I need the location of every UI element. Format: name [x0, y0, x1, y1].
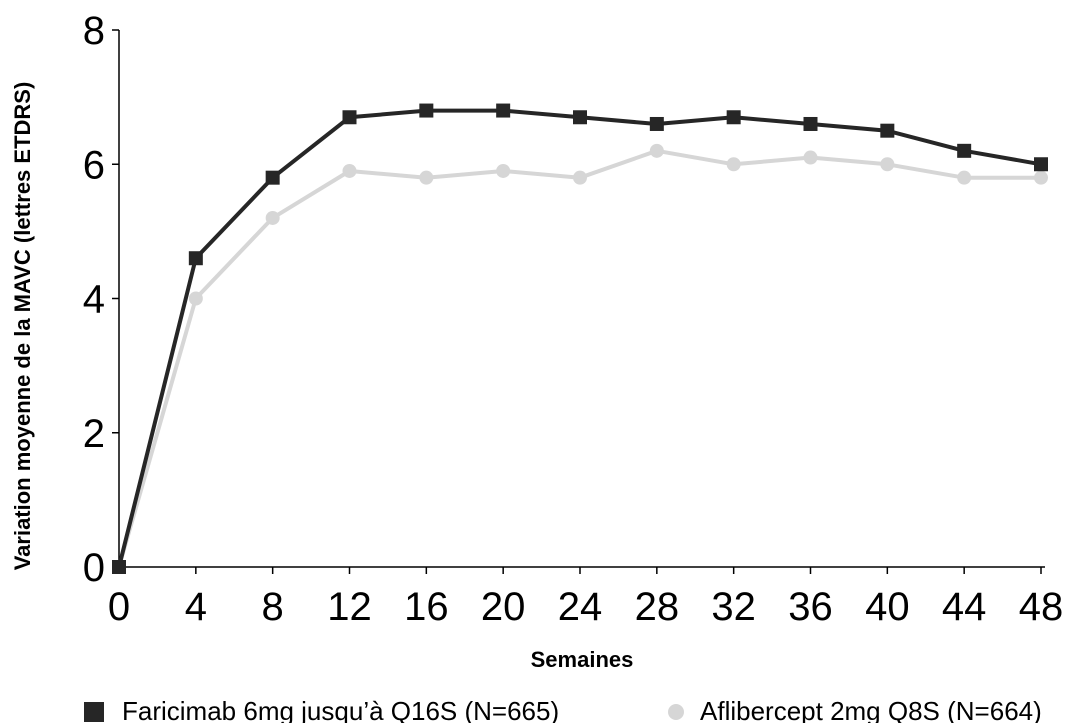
- x-tick-label: 48: [1019, 585, 1064, 629]
- series-line-aflibercept: [117, 148, 1041, 568]
- data-point-faricimab: [880, 123, 895, 138]
- data-point-aflibercept: [573, 170, 587, 185]
- y-ticks: 0 2 4 6 8: [83, 9, 119, 590]
- data-point-aflibercept: [1034, 170, 1048, 185]
- x-tick-label: 44: [942, 585, 987, 629]
- data-point-faricimab: [112, 560, 126, 574]
- x-tick-label: 24: [558, 585, 603, 629]
- x-tick-label: 8: [262, 585, 284, 629]
- data-point-aflibercept: [803, 150, 818, 165]
- x-tick-label: 4: [185, 585, 207, 629]
- x-tick-label: 36: [788, 585, 833, 629]
- data-point-faricimab: [1034, 157, 1048, 172]
- x-tick-label: 32: [711, 585, 756, 629]
- data-point-faricimab: [649, 116, 664, 131]
- data-point-aflibercept: [880, 157, 895, 172]
- data-point-aflibercept: [188, 291, 203, 306]
- data-point-faricimab: [957, 143, 972, 158]
- x-tick-label: 0: [108, 585, 130, 629]
- legend-label-faricimab: Faricimab 6mg jusqu’à Q16S (N=665): [122, 696, 559, 723]
- data-point-faricimab: [419, 103, 434, 118]
- y-axis-title: Variation moyenne de la MAVC (lettres ET…: [10, 82, 35, 571]
- series-layer: [112, 103, 1048, 574]
- x-ticks: 0 4 8 12 16 20 24 28 32 36 40 44 48: [108, 567, 1063, 629]
- x-tick-label: 20: [481, 585, 526, 629]
- data-point-faricimab: [573, 110, 587, 125]
- x-tick-label: 16: [404, 585, 449, 629]
- legend-marker-faricimab: [84, 702, 104, 722]
- data-point-aflibercept: [265, 210, 280, 225]
- legend-marker-aflibercept: [668, 704, 684, 720]
- data-point-faricimab: [496, 103, 511, 118]
- y-tick-label: 4: [83, 278, 105, 322]
- x-tick-label: 28: [635, 585, 680, 629]
- data-point-aflibercept: [496, 163, 511, 178]
- x-tick-label: 40: [865, 585, 910, 629]
- x-axis-title: Semaines: [531, 647, 634, 672]
- data-point-aflibercept: [649, 143, 664, 158]
- data-point-aflibercept: [726, 157, 741, 172]
- y-tick-label: 2: [83, 412, 105, 456]
- data-point-faricimab: [188, 251, 203, 266]
- data-point-faricimab: [265, 170, 280, 185]
- data-point-aflibercept: [957, 170, 972, 185]
- data-point-faricimab: [803, 116, 818, 131]
- legend-label-aflibercept: Aflibercept 2mg Q8S (N=664): [700, 696, 1042, 723]
- x-tick-label: 12: [327, 585, 372, 629]
- data-point-aflibercept: [342, 163, 357, 178]
- y-tick-label: 0: [83, 546, 105, 590]
- data-point-aflibercept: [419, 170, 434, 185]
- data-point-faricimab: [726, 110, 741, 125]
- y-tick-label: 8: [83, 9, 105, 53]
- legend: Faricimab 6mg jusqu’à Q16S (N=665) Aflib…: [84, 696, 1042, 723]
- data-point-faricimab: [342, 110, 357, 125]
- y-tick-label: 6: [83, 143, 105, 187]
